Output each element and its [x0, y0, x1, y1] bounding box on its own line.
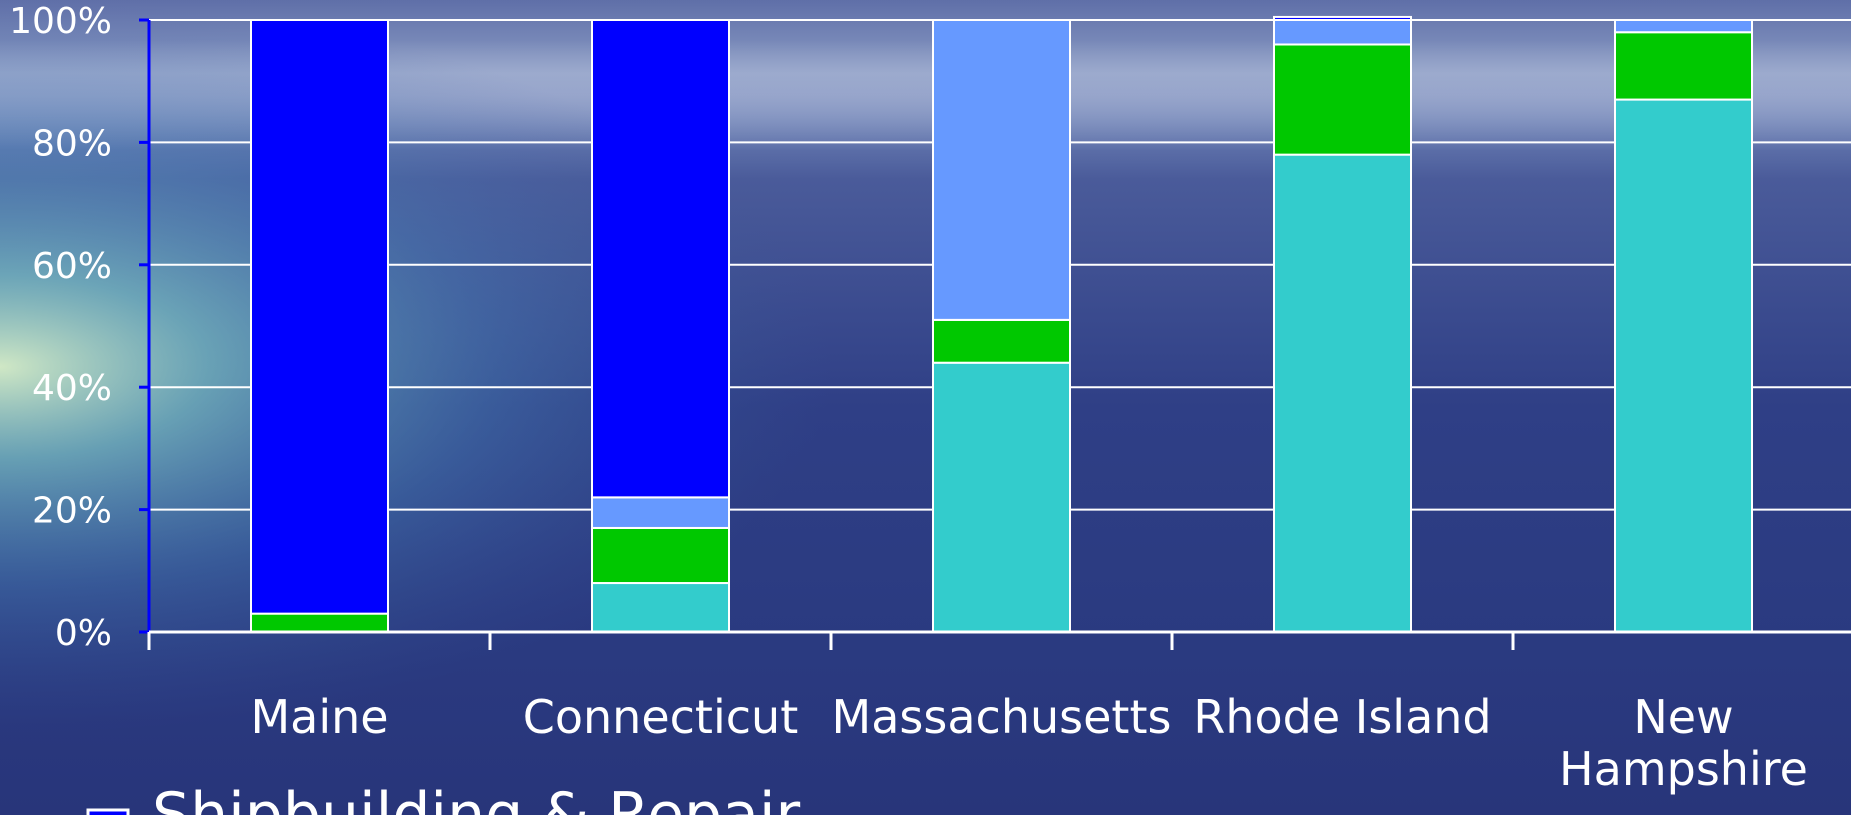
bar-segment	[1273, 19, 1412, 46]
y-tick-label: 0%	[55, 613, 112, 654]
category-label: Rhode Island	[1193, 690, 1491, 744]
bar-segment	[932, 19, 1071, 321]
bar-stack	[250, 19, 389, 634]
y-tick-labels: 0% 20% 40% 60% 80% 100%	[9, 1, 112, 654]
bar-stack	[591, 19, 730, 633]
x-category-labels: Maine Connecticut Massachusetts Rhode Islan…	[250, 690, 1808, 796]
bar-stack	[1273, 15, 1412, 633]
bar-segment	[591, 582, 730, 633]
bar-stack	[1614, 19, 1753, 633]
bar-segment	[1273, 153, 1412, 633]
category-label: Massachusetts	[832, 690, 1172, 744]
bar-segment	[591, 19, 730, 499]
legend: Shipbuilding & Repair	[86, 780, 801, 815]
category-label: Connecticut	[523, 690, 798, 744]
legend-label: Shipbuilding & Repair	[152, 780, 801, 815]
bar-segment	[1273, 43, 1412, 156]
bar-segment	[932, 318, 1071, 364]
category-label: New Hampshire	[1559, 690, 1808, 796]
bar-segment	[1614, 19, 1753, 34]
y-tick-label: 60%	[32, 246, 112, 287]
legend-swatch	[86, 808, 130, 815]
bar-segment	[1614, 98, 1753, 633]
axes	[139, 18, 1851, 650]
bar-segment	[250, 612, 389, 634]
bar-segment	[932, 361, 1071, 633]
bar-segment	[591, 526, 730, 585]
bar-stacks	[250, 15, 1753, 634]
bar-segment	[1273, 15, 1412, 22]
bar-segment	[250, 19, 389, 615]
bar-segment	[1614, 31, 1753, 101]
y-tick-label: 20%	[32, 491, 112, 532]
y-tick-label: 40%	[32, 368, 112, 409]
bar-segment	[591, 496, 730, 529]
category-label: Maine	[250, 690, 388, 744]
bar-stack	[932, 19, 1071, 633]
y-tick-label: 80%	[32, 123, 112, 164]
y-tick-label: 100%	[9, 1, 112, 42]
